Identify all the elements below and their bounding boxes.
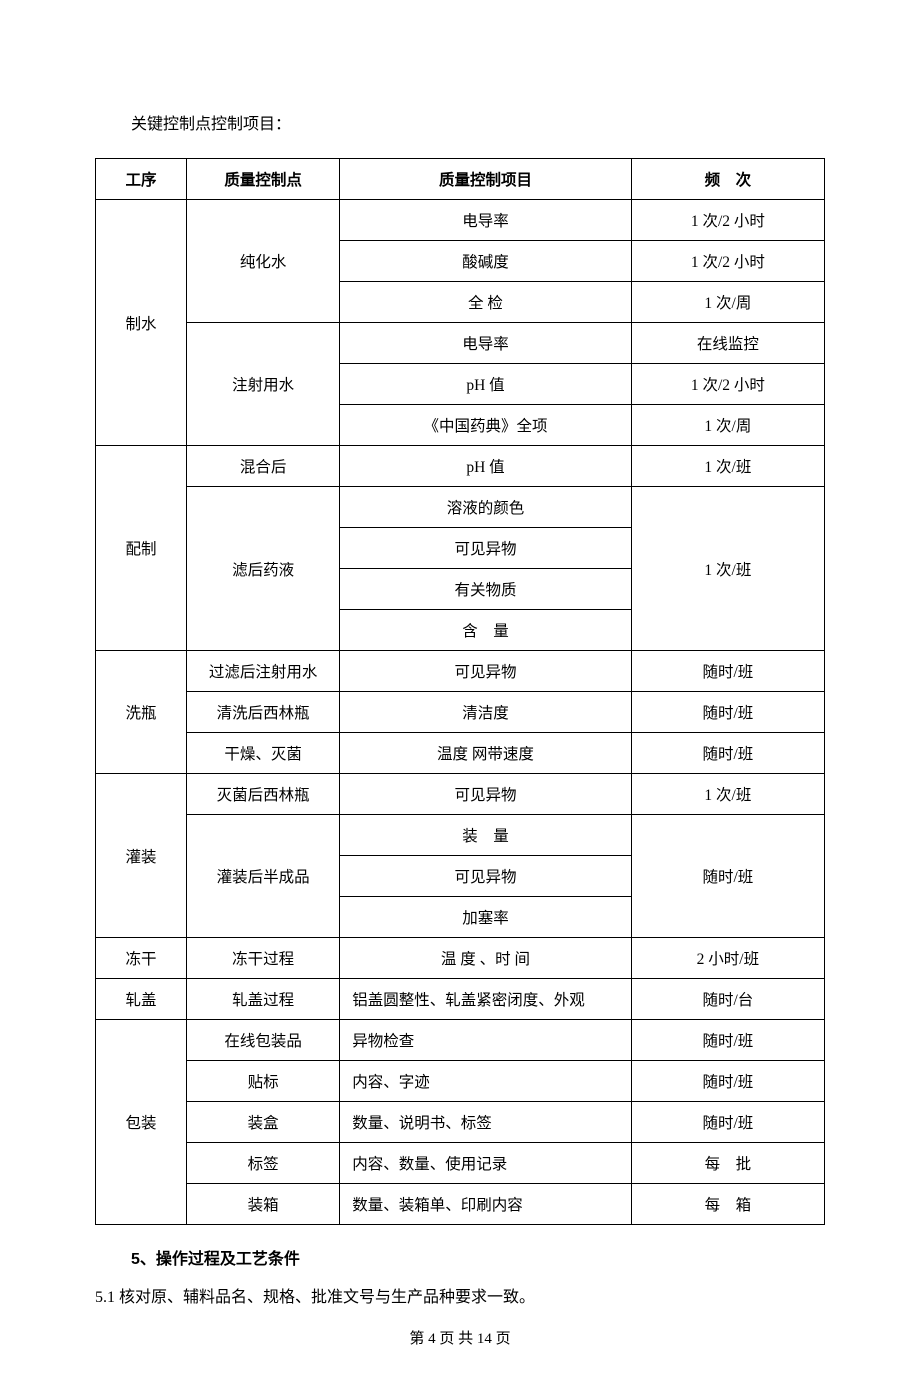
cell-control-item: 溶液的颜色: [340, 487, 632, 528]
cell-frequency: 每 箱: [631, 1184, 824, 1225]
cell-frequency: 随时/班: [631, 815, 824, 938]
table-row: 冻干冻干过程温 度 、时 间2 小时/班: [96, 938, 825, 979]
body-text: 5.1 核对原、辅料品名、规格、批准文号与生产品种要求一致。: [95, 1283, 825, 1307]
cell-control-item: 酸碱度: [340, 241, 632, 282]
cell-control-point: 纯化水: [187, 200, 340, 323]
table-row: 洗瓶过滤后注射用水可见异物随时/班: [96, 651, 825, 692]
cell-frequency: 随时/班: [631, 733, 824, 774]
cell-frequency: 1 次/班: [631, 446, 824, 487]
cell-control-item: 电导率: [340, 323, 632, 364]
table-row: 配制混合后pH 值1 次/班: [96, 446, 825, 487]
table-row: 制水纯化水电导率1 次/2 小时: [96, 200, 825, 241]
cell-control-item: 清洁度: [340, 692, 632, 733]
cell-frequency: 随时/班: [631, 692, 824, 733]
cell-frequency: 每 批: [631, 1143, 824, 1184]
cell-process: 灌装: [96, 774, 187, 938]
table-row: 清洗后西林瓶清洁度随时/班: [96, 692, 825, 733]
cell-control-point: 轧盖过程: [187, 979, 340, 1020]
cell-frequency: 随时/班: [631, 1102, 824, 1143]
cell-control-item: 含 量: [340, 610, 632, 651]
cell-control-item: 可见异物: [340, 856, 632, 897]
table-header-row: 工序 质量控制点 质量控制项目 频 次: [96, 159, 825, 200]
cell-control-point: 滤后药液: [187, 487, 340, 651]
cell-control-item: 温 度 、时 间: [340, 938, 632, 979]
header-frequency: 频 次: [631, 159, 824, 200]
cell-control-point: 清洗后西林瓶: [187, 692, 340, 733]
intro-text: 关键控制点控制项目：: [95, 110, 825, 134]
cell-frequency: 1 次/周: [631, 405, 824, 446]
cell-control-item: 加塞率: [340, 897, 632, 938]
cell-control-item: 温度 网带速度: [340, 733, 632, 774]
cell-control-point: 在线包装品: [187, 1020, 340, 1061]
table-row: 贴标内容、字迹随时/班: [96, 1061, 825, 1102]
cell-process: 配制: [96, 446, 187, 651]
cell-control-item: 异物检查: [340, 1020, 632, 1061]
table-row: 轧盖轧盖过程铝盖圆整性、轧盖紧密闭度、外观随时/台: [96, 979, 825, 1020]
table-row: 灌装灭菌后西林瓶可见异物1 次/班: [96, 774, 825, 815]
cell-frequency: 1 次/2 小时: [631, 200, 824, 241]
cell-process: 包装: [96, 1020, 187, 1225]
cell-process: 制水: [96, 200, 187, 446]
cell-control-point: 灭菌后西林瓶: [187, 774, 340, 815]
cell-frequency: 随时/班: [631, 1061, 824, 1102]
cell-process: 洗瓶: [96, 651, 187, 774]
table-row: 滤后药液溶液的颜色1 次/班: [96, 487, 825, 528]
cell-process: 轧盖: [96, 979, 187, 1020]
cell-process: 冻干: [96, 938, 187, 979]
header-control-item: 质量控制项目: [340, 159, 632, 200]
table-row: 注射用水电导率在线监控: [96, 323, 825, 364]
cell-control-item: 数量、说明书、标签: [340, 1102, 632, 1143]
cell-frequency: 随时/台: [631, 979, 824, 1020]
header-control-point: 质量控制点: [187, 159, 340, 200]
cell-frequency: 随时/班: [631, 651, 824, 692]
cell-control-item: 铝盖圆整性、轧盖紧密闭度、外观: [340, 979, 632, 1020]
table-row: 干燥、灭菌温度 网带速度随时/班: [96, 733, 825, 774]
control-points-table: 工序 质量控制点 质量控制项目 频 次 制水纯化水电导率1 次/2 小时酸碱度1…: [95, 158, 825, 1225]
page-footer: 第 4 页 共 14 页: [95, 1327, 825, 1348]
cell-control-item: 数量、装箱单、印刷内容: [340, 1184, 632, 1225]
cell-control-point: 贴标: [187, 1061, 340, 1102]
cell-control-item: 装 量: [340, 815, 632, 856]
cell-control-item: pH 值: [340, 364, 632, 405]
cell-control-point: 灌装后半成品: [187, 815, 340, 938]
cell-control-item: 全 检: [340, 282, 632, 323]
cell-control-item: 内容、数量、使用记录: [340, 1143, 632, 1184]
cell-control-point: 注射用水: [187, 323, 340, 446]
table-row: 装盒数量、说明书、标签随时/班: [96, 1102, 825, 1143]
table-row: 装箱数量、装箱单、印刷内容每 箱: [96, 1184, 825, 1225]
cell-control-point: 过滤后注射用水: [187, 651, 340, 692]
cell-control-point: 装盒: [187, 1102, 340, 1143]
cell-control-point: 标签: [187, 1143, 340, 1184]
cell-control-item: 可见异物: [340, 528, 632, 569]
cell-control-item: 有关物质: [340, 569, 632, 610]
cell-frequency: 1 次/周: [631, 282, 824, 323]
cell-control-item: 《中国药典》全项: [340, 405, 632, 446]
section-heading: 5、操作过程及工艺条件: [95, 1245, 825, 1269]
cell-control-item: 内容、字迹: [340, 1061, 632, 1102]
cell-control-item: 可见异物: [340, 774, 632, 815]
cell-control-item: pH 值: [340, 446, 632, 487]
table-row: 包装在线包装品异物检查随时/班: [96, 1020, 825, 1061]
cell-control-item: 电导率: [340, 200, 632, 241]
cell-control-point: 干燥、灭菌: [187, 733, 340, 774]
header-process: 工序: [96, 159, 187, 200]
cell-control-point: 冻干过程: [187, 938, 340, 979]
table-row: 灌装后半成品装 量随时/班: [96, 815, 825, 856]
table-row: 标签内容、数量、使用记录每 批: [96, 1143, 825, 1184]
cell-frequency: 1 次/班: [631, 774, 824, 815]
cell-control-point: 装箱: [187, 1184, 340, 1225]
cell-frequency: 1 次/2 小时: [631, 241, 824, 282]
cell-frequency: 随时/班: [631, 1020, 824, 1061]
cell-frequency: 1 次/2 小时: [631, 364, 824, 405]
cell-control-item: 可见异物: [340, 651, 632, 692]
cell-frequency: 在线监控: [631, 323, 824, 364]
cell-control-point: 混合后: [187, 446, 340, 487]
cell-frequency: 1 次/班: [631, 487, 824, 651]
cell-frequency: 2 小时/班: [631, 938, 824, 979]
